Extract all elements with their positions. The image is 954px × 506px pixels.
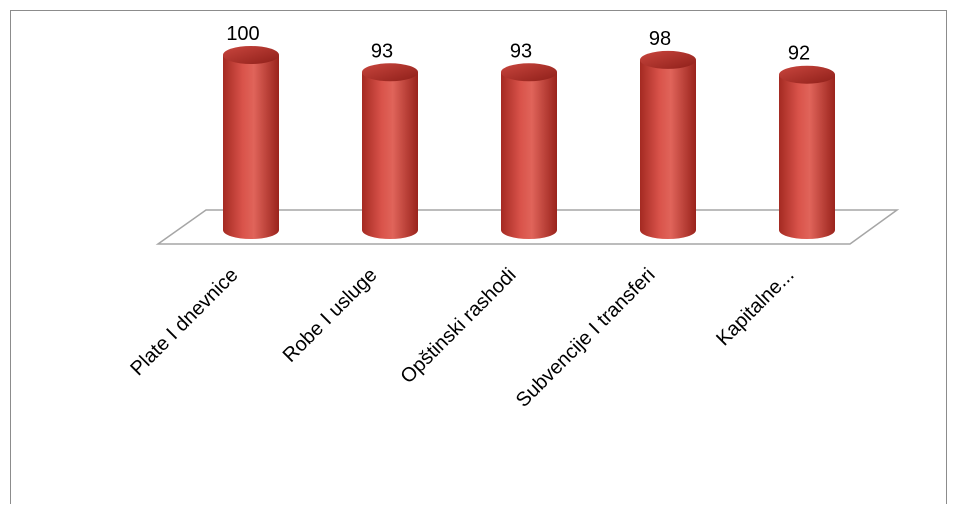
bar-body [223, 55, 279, 239]
bar [501, 63, 557, 239]
bar-top [223, 46, 279, 64]
data-label: 100 [226, 23, 259, 45]
category-label: Robe I usluge [279, 264, 382, 367]
bar-top [501, 63, 557, 82]
chart-area [10, 10, 947, 504]
bar-body [501, 72, 557, 239]
category-label: Plate I dnevnice [126, 264, 242, 380]
bar [640, 50, 696, 240]
data-label: 93 [371, 40, 393, 62]
data-label: 98 [649, 28, 671, 50]
bar-top [640, 50, 696, 69]
data-labels: 100 93 93 98 92 [226, 23, 810, 65]
bar-body [362, 72, 418, 239]
bars [223, 46, 835, 240]
data-label: 92 [788, 43, 810, 65]
category-label: Opštinski rashodi [397, 264, 521, 388]
category-label: Subvencije I transferi [512, 264, 660, 412]
category-label: Kapitalne... [712, 264, 798, 350]
bar [223, 46, 279, 239]
data-label: 93 [510, 40, 532, 62]
bar-body [640, 59, 696, 240]
bar-body [779, 74, 835, 239]
bar-top [779, 65, 835, 84]
category-labels: Plate I dnevnice Robe I usluge Opštinski r… [126, 264, 798, 412]
bar [779, 65, 835, 239]
bar [362, 63, 418, 239]
bar-top [362, 63, 418, 82]
